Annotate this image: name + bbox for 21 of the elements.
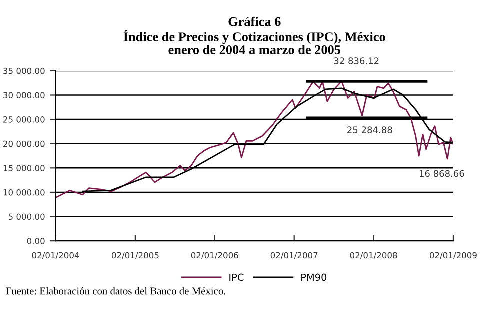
y-tick-label: 35 000.00 [4, 68, 45, 74]
x-tick-label: 02/01/2009 [430, 252, 477, 260]
legend-label: PM90 [302, 274, 327, 282]
y-tick-label: 10 000.00 [4, 189, 45, 196]
y-tick-label: 0.00 [27, 238, 45, 244]
x-tick-label: 02/01/2004 [32, 252, 80, 260]
y-tick-label: 30 000.00 [4, 92, 45, 99]
y-tick-label: 15 000.00 [4, 165, 45, 172]
legend-label: IPC [230, 274, 244, 282]
x-tick-label: 02/01/2005 [112, 252, 159, 260]
annotation: 25 284.88 [348, 126, 392, 134]
y-tick-label: 20 000.00 [4, 140, 45, 148]
y-tick-label: 5 000.00 [8, 214, 45, 220]
source-note: Fuente: Elaboración con datos del Banco de México. [6, 287, 226, 295]
x-tick-label: 02/01/2008 [350, 252, 398, 260]
x-tick-label: 02/01/2006 [191, 252, 238, 260]
chart-title: Gráfica 6 Índice de Precios y Cotizaciones (IPC), México enero de 2004 a marzo de 2005 [124, 16, 386, 54]
y-tick-label: 25 000.00 [4, 116, 45, 123]
annotation: 16 868.66 [420, 170, 464, 178]
annotation: 32 836.12 [334, 58, 379, 64]
x-tick-label: 02/01/2007 [270, 252, 318, 260]
